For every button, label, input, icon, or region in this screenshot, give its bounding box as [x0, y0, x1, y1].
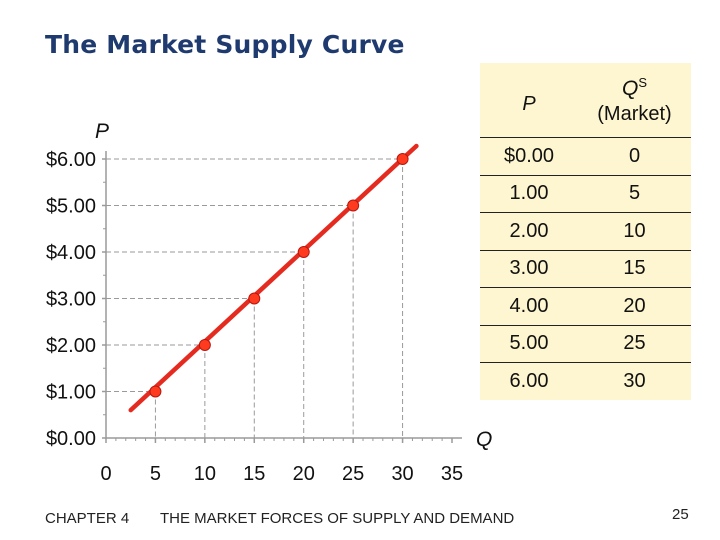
table-cell-price: $0.00 [503, 144, 555, 167]
x-tick-label: 0 [100, 463, 111, 485]
footer-subject: THE MARKET FORCES OF SUPPLY AND DEMAND [160, 510, 515, 527]
table-row: 2.00 10 [480, 212, 691, 251]
y-tick-label: $4.00 [46, 242, 96, 264]
table-cell-quantity: 15 [623, 257, 646, 280]
y-tick-label: $3.00 [46, 289, 96, 311]
table-cell-price: 1.00 [509, 182, 549, 205]
data-point [347, 199, 360, 212]
y-axis-label: P [95, 120, 109, 143]
table-cell-quantity: 10 [623, 219, 646, 242]
table-row: 5.00 25 [480, 326, 691, 363]
header-quantity-label: (Market) [597, 102, 672, 125]
y-tick-label: $0.00 [46, 428, 96, 450]
data-point [198, 339, 211, 351]
table-header: P QS (Market) [480, 63, 691, 138]
y-tick-label: $1.00 [46, 382, 96, 404]
header-price: P [522, 92, 536, 115]
table-row: 1.00 5 [480, 176, 691, 213]
x-tick-label: 20 [293, 463, 315, 485]
header-quantity: QS (Market) [578, 63, 691, 137]
x-tick-label: 25 [342, 463, 364, 485]
table-cell-quantity: 5 [628, 182, 641, 205]
x-tick-label: 5 [150, 463, 161, 485]
header-quantity-symbol: QS [621, 74, 647, 100]
x-tick-label: 10 [194, 463, 216, 485]
table-row: 6.00 30 [480, 363, 691, 400]
table-cell-price: 5.00 [509, 332, 549, 355]
data-point [149, 385, 162, 398]
data-point [297, 246, 310, 258]
supply-schedule-table: P QS (Market) $0.00 0 1.00 5 2.00 10 3.0… [480, 63, 691, 400]
data-point [248, 292, 261, 305]
x-axis-label: Q [476, 428, 492, 451]
y-tick-label: $5.00 [46, 196, 96, 218]
y-tick-label: $6.00 [46, 149, 96, 171]
table-cell-quantity: 0 [628, 144, 641, 167]
table-row: 4.00 20 [480, 288, 691, 326]
x-tick-label: 15 [243, 463, 265, 485]
table-cell-price: 2.00 [509, 219, 549, 242]
table-cell-quantity: 20 [623, 294, 646, 317]
y-tick-label: $2.00 [46, 335, 96, 357]
table-cell-price: 6.00 [509, 369, 549, 392]
x-tick-label: 35 [441, 463, 463, 485]
table-cell-price: 4.00 [509, 294, 549, 317]
table-row: $0.00 0 [480, 138, 691, 176]
supply-curve-line [128, 143, 419, 413]
slide-title: The Market Supply Curve [45, 30, 405, 59]
table-row: 3.00 15 [480, 251, 691, 288]
footer-chapter: CHAPTER 4 [45, 510, 130, 527]
table-cell-quantity: 25 [623, 332, 646, 355]
table-cell-quantity: 30 [623, 369, 646, 392]
x-tick-label: 30 [391, 463, 413, 485]
data-point [396, 153, 409, 165]
page-number: 25 [672, 506, 689, 523]
table-cell-price: 3.00 [509, 257, 549, 280]
